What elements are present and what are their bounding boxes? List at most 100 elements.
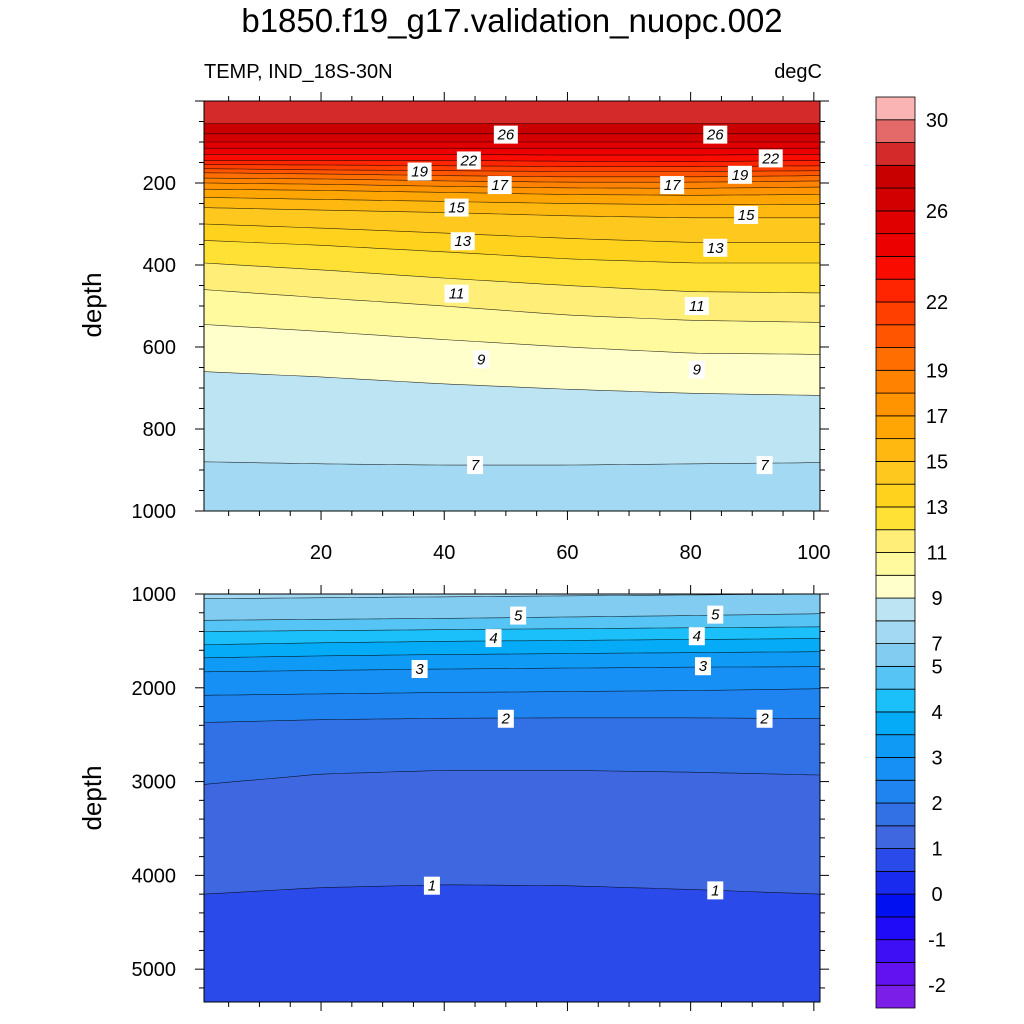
contour-label: 26 <box>493 125 518 144</box>
y-tick-label: 3000 <box>132 772 177 794</box>
contour-line <box>204 289 820 323</box>
y-axis-label: depth <box>77 272 107 337</box>
contour-line <box>204 160 820 163</box>
colorbar-swatch <box>875 369 916 394</box>
svg-text:7: 7 <box>471 457 480 474</box>
contour-line <box>204 651 820 659</box>
colorbar-swatch <box>875 506 916 531</box>
svg-text:2: 2 <box>501 711 511 728</box>
svg-text:5: 5 <box>711 607 720 624</box>
contour-line <box>204 324 820 355</box>
contour-line <box>204 197 820 205</box>
y-tick-label: 600 <box>143 337 176 359</box>
colorbar-swatch <box>875 347 916 371</box>
contour-line <box>204 188 820 196</box>
y-tick-label: 1000 <box>132 501 177 523</box>
svg-text:7: 7 <box>760 457 769 474</box>
svg-text:17: 17 <box>491 177 508 194</box>
colorbar-swatch <box>875 324 916 348</box>
contour-label: 3 <box>411 660 428 679</box>
svg-text:26: 26 <box>706 127 724 144</box>
colorbar-swatch <box>875 870 916 895</box>
colorbar-swatch <box>875 164 916 189</box>
colorbar-swatch <box>875 142 916 166</box>
contour-label: 13 <box>450 232 475 251</box>
y-tick-label: 400 <box>143 255 176 277</box>
contour-label: 22 <box>456 151 481 170</box>
y-tick-label: 2000 <box>132 678 177 700</box>
svg-text:9: 9 <box>477 351 486 368</box>
contour-line <box>204 626 820 632</box>
contour-line <box>204 688 820 696</box>
upper-contour-panel: 26 26 22 22 19 19 17 17 15 15 13 13 11 11 9 9 7 7 20 40 60 80… <box>77 92 831 564</box>
contour-label: 4 <box>688 627 705 646</box>
x-tick-label: 40 <box>433 542 455 564</box>
x-tick-label: 20 <box>310 542 332 564</box>
colorbar-tick-label: 0 <box>931 884 942 906</box>
contour-label: 4 <box>485 629 502 648</box>
colorbar-swatch <box>875 460 916 485</box>
colorbar-swatch <box>875 962 916 986</box>
colorbar-swatch <box>875 734 916 758</box>
svg-text:1: 1 <box>428 878 436 895</box>
colorbar-swatch <box>875 552 916 576</box>
contour-band-fill <box>204 594 820 599</box>
colorbar-swatch <box>875 848 916 872</box>
contour-label: 9 <box>473 350 490 369</box>
contour-label: 1 <box>707 881 724 900</box>
svg-text:5: 5 <box>514 608 523 625</box>
x-tick-label: 60 <box>556 542 578 564</box>
colorbar-swatch <box>875 825 916 849</box>
units-label: degC <box>774 61 822 83</box>
colorbar-swatch <box>875 939 916 963</box>
contour-line <box>204 182 820 189</box>
plot-frame <box>203 593 821 1003</box>
colorbar-swatch <box>875 665 916 690</box>
contour-line <box>204 164 820 167</box>
contour-label: 13 <box>703 238 728 257</box>
colorbar-swatch <box>875 893 916 918</box>
colorbar-swatch <box>875 916 916 941</box>
contour-label: 15 <box>734 205 759 224</box>
colorbar-swatch <box>875 802 916 827</box>
contour-label: 2 <box>497 709 514 728</box>
svg-text:3: 3 <box>699 658 708 675</box>
svg-text:4: 4 <box>489 630 497 647</box>
contour-label: 2 <box>756 709 773 728</box>
svg-text:22: 22 <box>460 152 478 169</box>
colorbar-swatch <box>875 597 916 622</box>
svg-text:19: 19 <box>732 167 749 184</box>
colorbar-swatch <box>875 301 916 326</box>
colorbar-tick-label: 15 <box>926 451 948 473</box>
colorbar-tick-label: 19 <box>926 360 948 382</box>
colorbar-swatch <box>875 688 916 713</box>
colorbar-tick-label: -2 <box>928 975 946 997</box>
contour-line <box>204 177 820 183</box>
colorbar-tick-label: 26 <box>926 201 948 223</box>
colorbar-tick-label: 11 <box>927 543 948 565</box>
contour-label: 7 <box>756 456 773 475</box>
svg-text:1: 1 <box>711 882 719 899</box>
contour-line <box>204 770 820 785</box>
figure-title: b1850.f19_g17.validation_nuopc.002 <box>241 2 783 39</box>
contour-line <box>204 666 820 673</box>
colorbar-swatch <box>875 119 916 143</box>
contour-line <box>204 461 820 466</box>
colorbar-swatch <box>875 643 916 667</box>
colorbar-tick-label: 4 <box>931 702 942 724</box>
contour-label: 26 <box>703 125 728 144</box>
colorbar-swatch <box>875 96 916 121</box>
colorbar-swatch <box>875 392 916 417</box>
colorbar-swatch <box>875 757 916 781</box>
colorbar-tick-label: 22 <box>926 292 948 314</box>
contour-line <box>204 154 820 156</box>
colorbar-swatch <box>875 415 916 440</box>
contour-line <box>204 207 820 219</box>
contour-label: 19 <box>727 165 752 184</box>
colorbar-tick-label: 13 <box>926 497 948 519</box>
colorbar-tick-label: 30 <box>926 110 948 132</box>
contour-line <box>204 172 820 178</box>
colorbar-swatch <box>875 210 916 235</box>
y-tick-label: 4000 <box>132 865 177 887</box>
